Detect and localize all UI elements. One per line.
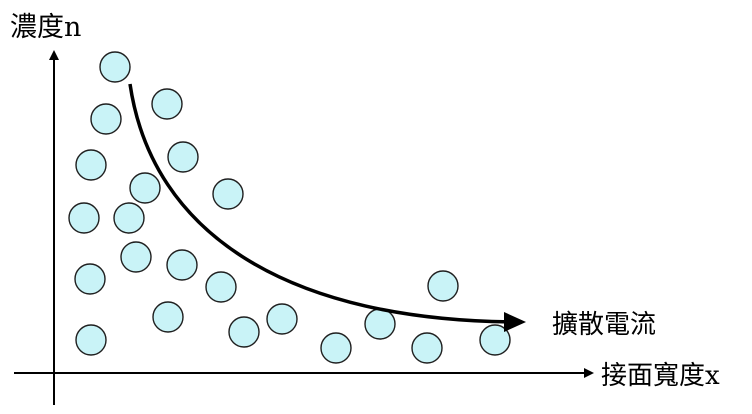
particles-group (68, 51, 511, 364)
particle (266, 303, 298, 335)
particle (75, 324, 107, 356)
particle (74, 263, 106, 295)
particle (166, 249, 198, 281)
particle (151, 88, 183, 120)
y-axis-label: 濃度n (10, 12, 81, 43)
particle (90, 103, 122, 135)
particle (167, 141, 199, 173)
particle (228, 316, 260, 348)
particle (320, 332, 352, 364)
particle (411, 332, 443, 364)
particle (68, 202, 100, 234)
particle (427, 270, 459, 302)
particle (152, 301, 184, 333)
particle (120, 241, 152, 273)
diffusion-current-label: 擴散電流 (552, 310, 656, 340)
particle (75, 149, 107, 181)
diffusion-current-curve (128, 83, 526, 332)
particle (129, 172, 161, 204)
particle (479, 324, 511, 356)
particle (364, 308, 396, 340)
x-axis-label: 接面寬度x (601, 361, 720, 391)
particle (205, 271, 237, 303)
particle (212, 178, 244, 210)
particle (113, 202, 145, 234)
particle (99, 51, 131, 83)
